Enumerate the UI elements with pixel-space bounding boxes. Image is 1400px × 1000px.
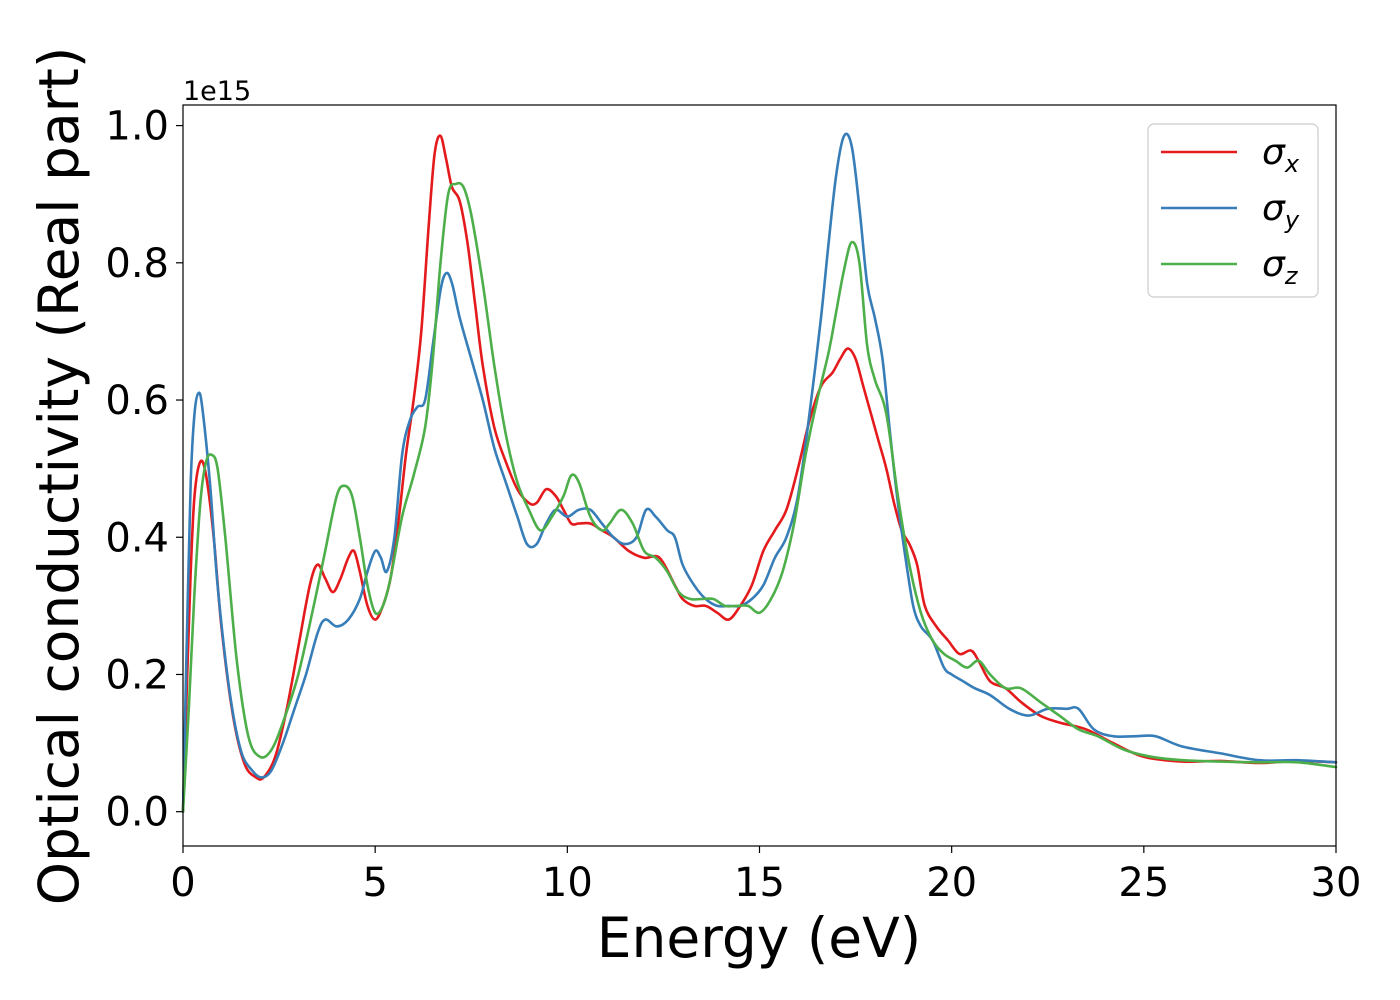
y-tick-label: 0.8 (105, 241, 169, 287)
series-line-y (181, 132, 1338, 813)
y-tick-label: 0.2 (105, 652, 169, 698)
y-axis-ticks: 0.0 0.2 0.4 0.6 0.8 1.0 (105, 104, 183, 836)
series-line-x (181, 134, 1338, 813)
x-tick-label: 5 (362, 860, 387, 906)
legend-box (1147, 123, 1319, 298)
x-tick-label: 15 (734, 860, 785, 906)
x-tick-label: 10 (542, 860, 593, 906)
legend: σx σy σz (1147, 123, 1319, 298)
x-tick-label: 30 (1311, 860, 1362, 906)
y-tick-label: 0.6 (105, 378, 169, 424)
legend-label-y: σy (1262, 188, 1300, 234)
y-tick-label: 0.0 (105, 790, 169, 836)
y-axis-title: Optical conductivity (Real part) (27, 47, 91, 906)
legend-label-z: σz (1262, 244, 1299, 290)
x-tick-label: 20 (926, 860, 977, 906)
series-layer (181, 132, 1338, 813)
x-tick-label: 25 (1118, 860, 1169, 906)
x-axis-ticks: 0 5 10 15 20 25 30 (170, 846, 1361, 906)
y-offset-label: 1e15 (183, 76, 251, 107)
series-line-z (181, 181, 1338, 813)
y-tick-label: 1.0 (105, 104, 169, 150)
y-tick-label: 0.4 (105, 515, 169, 561)
x-axis-title: Energy (eV) (597, 906, 921, 970)
legend-label-x: σx (1262, 132, 1300, 178)
plot-background (183, 105, 1336, 846)
x-tick-label: 0 (170, 860, 195, 906)
